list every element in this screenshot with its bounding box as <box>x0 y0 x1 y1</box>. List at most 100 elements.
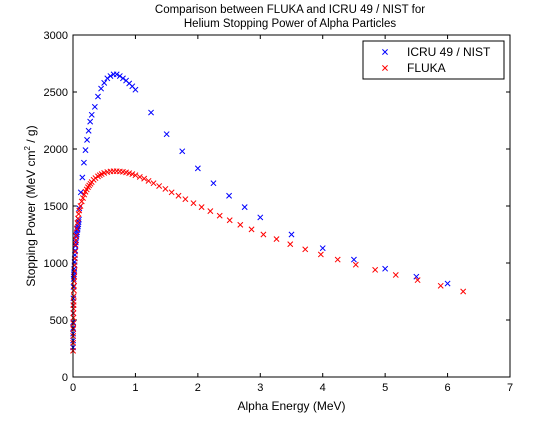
legend-marker-fluka <box>382 65 388 71</box>
data-point <box>95 93 101 100</box>
data-point <box>148 109 154 116</box>
x-tick-label: 1 <box>132 382 138 394</box>
y-tick-label: 0 <box>62 372 68 384</box>
x-tick-label: 6 <box>445 382 451 394</box>
legend: ICRU 49 / NIST FLUKA <box>362 40 505 80</box>
data-point <box>198 204 205 211</box>
data-point <box>107 73 114 79</box>
data-point <box>73 232 80 239</box>
data-point <box>91 103 98 110</box>
legend-marker-icon <box>382 65 388 71</box>
x-tick-label: 4 <box>320 382 326 394</box>
data-point <box>72 239 79 246</box>
data-point <box>70 298 77 305</box>
data-point <box>257 214 264 221</box>
data-point <box>71 282 77 289</box>
data-point <box>77 203 84 209</box>
data-point <box>101 79 108 86</box>
legend-label-fluka: FLUKA <box>407 61 446 75</box>
y-axis-label-sup: 2 <box>23 146 32 151</box>
y-tick-label: 500 <box>50 315 68 327</box>
data-point <box>82 147 89 154</box>
data-point <box>248 226 255 233</box>
data-point <box>72 241 79 248</box>
data-point <box>132 172 139 179</box>
data-point <box>150 180 157 187</box>
y-tick-label: 2500 <box>44 87 68 99</box>
data-point <box>414 277 421 284</box>
data-point <box>190 200 197 207</box>
series-1 <box>70 168 467 354</box>
data-point <box>319 245 326 252</box>
data-point <box>437 282 444 289</box>
data-point <box>216 212 223 219</box>
data-point <box>273 236 280 243</box>
data-point <box>350 256 357 263</box>
legend-label-icru: ICRU 49 / NIST <box>407 45 491 59</box>
data-point <box>226 192 233 199</box>
legend-box <box>362 40 505 80</box>
data-point <box>287 241 294 248</box>
plot-area <box>73 35 510 377</box>
data-point <box>302 246 309 253</box>
data-point <box>136 173 143 180</box>
x-tick-label: 7 <box>507 382 513 394</box>
chart-title-line-1: Comparison between FLUKA and ICRU 49 / N… <box>155 4 425 16</box>
y-tick-label: 1500 <box>44 201 68 213</box>
data-point <box>237 221 244 228</box>
data-point <box>119 75 126 82</box>
data-point <box>71 278 78 285</box>
data-point <box>260 231 267 238</box>
data-point <box>162 185 169 192</box>
data-point <box>156 183 163 190</box>
data-point <box>87 118 94 125</box>
data-point <box>382 265 389 272</box>
data-point <box>132 86 139 93</box>
x-tick-label: 0 <box>70 382 76 394</box>
y-axis-label-main: Stopping Power (MeV cm <box>24 151 38 287</box>
legend-marker-icon <box>382 49 388 55</box>
data-point <box>92 175 99 182</box>
data-point <box>182 196 189 203</box>
y-axis-label: Stopping Power (MeV cm2 / g) <box>23 125 38 286</box>
data-point <box>77 189 84 196</box>
data-point <box>79 174 86 181</box>
x-tick-label: 2 <box>195 382 201 394</box>
x-axis-label: Alpha Energy (MeV) <box>237 399 345 413</box>
data-point <box>116 73 123 79</box>
data-point <box>444 280 451 287</box>
data-point <box>72 237 79 244</box>
y-tick-label: 1000 <box>44 258 68 270</box>
data-point <box>334 256 341 263</box>
data-point <box>413 273 420 280</box>
data-point <box>317 251 324 258</box>
data-point <box>145 177 152 184</box>
data-point <box>85 127 92 134</box>
data-point <box>80 195 86 201</box>
data-point <box>372 266 379 273</box>
y-tick-label: 3000 <box>44 30 68 42</box>
data-point <box>104 75 111 82</box>
chart-title-line-2: Helium Stopping Power of Alpha Particles <box>184 18 396 30</box>
data-point <box>70 293 77 300</box>
data-point <box>70 287 77 294</box>
data-point <box>141 175 148 182</box>
data-point <box>98 85 105 92</box>
legend-marker-icru <box>382 49 388 55</box>
data-point <box>113 71 120 78</box>
data-point <box>88 111 95 118</box>
data-point <box>73 225 80 232</box>
series-layer <box>70 71 467 354</box>
y-axis-label-tail: / g) <box>24 125 38 146</box>
plot-frame <box>72 34 511 378</box>
data-point <box>288 231 295 238</box>
data-point <box>78 198 85 205</box>
data-point <box>226 217 233 224</box>
data-point <box>207 208 214 215</box>
axis-tick-labels: 0 1 2 3 4 5 6 7 0 500 1000 1500 2000 2500 3000 <box>44 30 514 394</box>
series-0 <box>70 71 451 351</box>
data-point <box>84 136 90 143</box>
x-tick-label: 3 <box>257 382 263 394</box>
